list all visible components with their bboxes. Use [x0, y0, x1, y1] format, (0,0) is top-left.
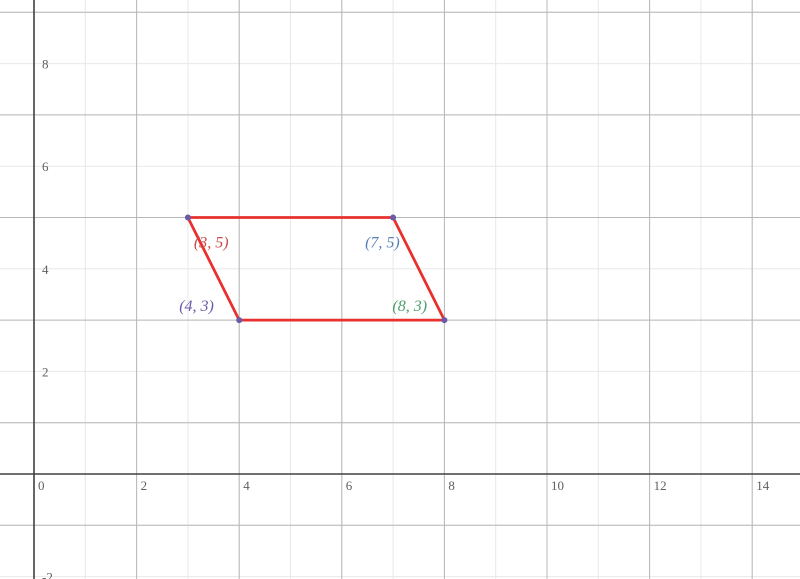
svg-text:4: 4	[243, 478, 250, 493]
svg-text:4: 4	[42, 262, 49, 277]
svg-text:(3, 5): (3, 5)	[194, 235, 229, 252]
svg-text:2: 2	[141, 478, 148, 493]
chart-svg: 0 2 4 6 8 10 12 14 -2 2 4 6 8 (3, 5) (7, 5) (4, 3) (8, 3…	[0, 0, 800, 579]
svg-text:(4, 3): (4, 3)	[179, 298, 214, 315]
svg-text:14: 14	[756, 478, 770, 493]
svg-text:10: 10	[551, 478, 564, 493]
svg-text:8: 8	[448, 478, 455, 493]
svg-text:-2: -2	[42, 570, 53, 579]
svg-text:2: 2	[42, 364, 49, 379]
svg-text:8: 8	[42, 57, 49, 72]
svg-text:6: 6	[346, 478, 353, 493]
coordinate-plane-chart: 0 2 4 6 8 10 12 14 -2 2 4 6 8 (3, 5) (7, 5) (4, 3) (8, 3…	[0, 0, 800, 579]
svg-text:12: 12	[654, 478, 667, 493]
svg-text:(7, 5): (7, 5)	[365, 235, 400, 252]
svg-text:(8, 3): (8, 3)	[392, 298, 427, 315]
svg-text:0: 0	[38, 478, 45, 493]
svg-text:6: 6	[42, 159, 49, 174]
